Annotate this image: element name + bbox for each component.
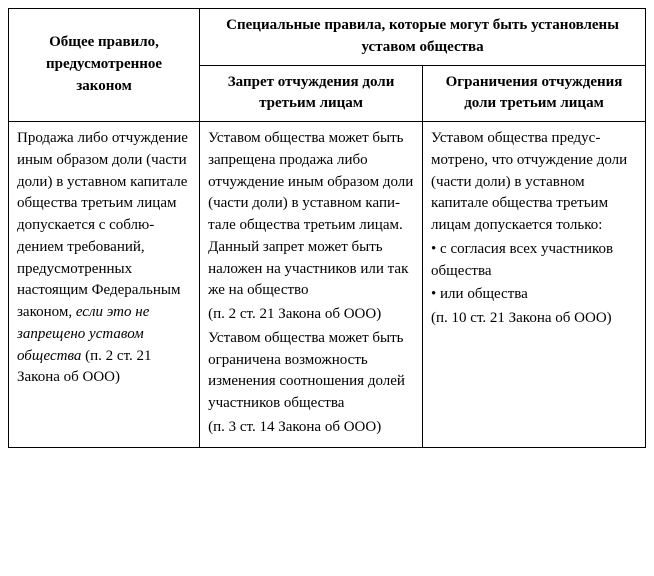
header-prohibition: Запрет отчуждения доли третьим лицам <box>200 65 423 122</box>
cell-restrictions: Уставом общества предус­мотрено, что отч… <box>423 122 646 448</box>
prohibition-text-1: Уставом общества может быть запрещена пр… <box>208 128 414 302</box>
restrictions-bullet-1: • с согласия всех участни­ков общества <box>431 239 637 283</box>
restrictions-ref: (п. 10 ст. 21 Закона об ООО) <box>431 308 637 330</box>
cell-general-rule: Продажа либо от­чуждение иным образом до… <box>9 122 200 448</box>
prohibition-text-2: Уставом общества мо­жет быть ограничена … <box>208 328 414 415</box>
rules-table: Общее правило, предусмотренное законом С… <box>8 8 646 448</box>
general-rule-text: Продажа либо от­чуждение иным образом до… <box>17 130 188 320</box>
header-special-rules: Специальные правила, которые могут быть … <box>200 9 646 66</box>
cell-prohibition: Уставом общества может быть запрещена пр… <box>200 122 423 448</box>
prohibition-ref-2: (п. 3 ст. 14 Закона об ООО) <box>208 417 414 439</box>
header-restrictions: Ограничения отчуждения доли третьим лица… <box>423 65 646 122</box>
restrictions-bullet-2: • или общества <box>431 284 637 306</box>
header-general-rule: Общее правило, предусмотренное законом <box>9 9 200 122</box>
table-row: Продажа либо от­чуждение иным образом до… <box>9 122 646 448</box>
prohibition-ref-1: (п. 2 ст. 21 Закона об ООО) <box>208 304 414 326</box>
restrictions-intro: Уставом общества предус­мотрено, что отч… <box>431 128 637 237</box>
